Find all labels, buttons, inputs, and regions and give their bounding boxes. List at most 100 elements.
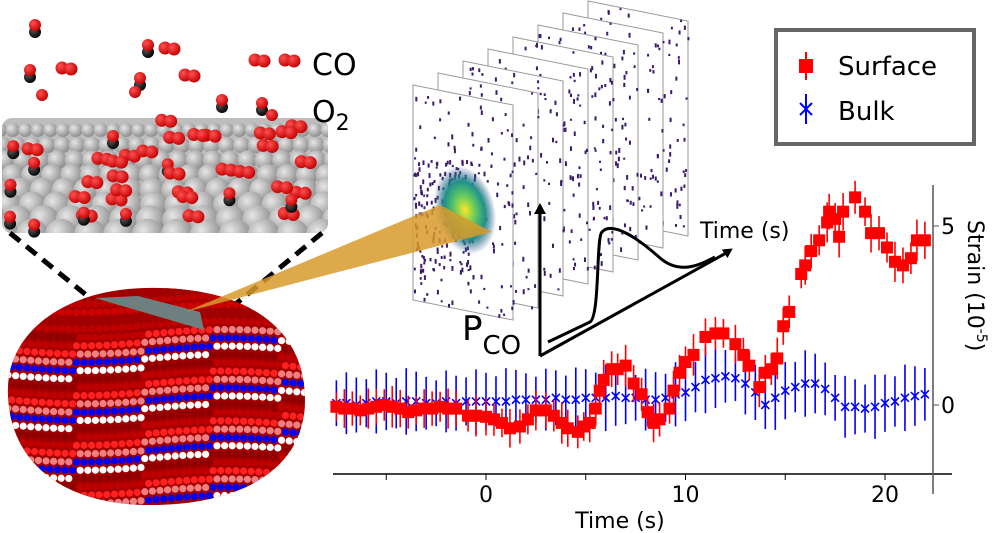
atom-dot	[50, 391, 58, 399]
atom-dot	[133, 389, 141, 397]
atom-dot	[103, 474, 111, 482]
data-point	[729, 338, 742, 351]
atom-dot	[133, 356, 141, 364]
atom-dot	[137, 380, 145, 389]
atom-dot	[7, 321, 12, 329]
atom-dot	[34, 473, 43, 481]
atom-dot	[281, 295, 289, 303]
atom-dot	[224, 384, 232, 392]
atom-dot	[76, 367, 84, 375]
atom-dot	[88, 391, 96, 400]
atom-dot	[152, 379, 160, 387]
metal-atom	[337, 178, 361, 202]
o2-molecule	[271, 180, 294, 195]
atom-dot	[15, 479, 23, 488]
atom-dot	[304, 430, 306, 438]
atom-dot	[42, 324, 50, 332]
atom-dot	[76, 416, 84, 425]
metal-atom	[237, 150, 257, 170]
atom-dot	[285, 304, 293, 312]
atom-dot	[126, 340, 134, 348]
atom-dot	[300, 388, 306, 397]
atom-dot	[232, 334, 240, 342]
atom-dot	[42, 424, 50, 432]
atom-dot	[15, 380, 23, 388]
atom-dot	[7, 338, 12, 346]
atom-dot	[300, 372, 306, 380]
atom-dot	[34, 407, 43, 415]
data-point	[667, 384, 680, 397]
atom-dot	[297, 313, 305, 321]
atom-dot	[183, 426, 191, 435]
atom-dot	[23, 298, 31, 306]
atom-dot	[57, 408, 65, 416]
atom-dot	[183, 493, 191, 501]
atom-dot	[209, 317, 217, 325]
atom-dot	[133, 488, 141, 497]
atom-dot	[99, 449, 107, 457]
atom-dot	[72, 375, 80, 383]
atom-dot	[300, 289, 306, 297]
atom-dot	[171, 452, 179, 460]
atom-dot	[50, 490, 58, 499]
data-point	[920, 389, 930, 399]
atom-dot	[61, 499, 69, 505]
atom-dot	[114, 465, 122, 473]
metal-atom	[277, 136, 295, 154]
data-point	[850, 402, 860, 412]
atom-dot	[148, 354, 156, 362]
atom-dot	[255, 368, 263, 376]
atom-dot	[164, 403, 172, 411]
atom-dot	[148, 338, 156, 346]
atom-dot	[164, 320, 172, 328]
atom-dot	[251, 476, 259, 484]
atom-dot	[30, 431, 39, 439]
atom-dot	[259, 443, 267, 451]
atom-dot	[251, 442, 259, 451]
atom-dot	[126, 456, 134, 464]
atom-dot	[27, 290, 35, 298]
atom-dot	[84, 466, 92, 474]
atom-dot	[194, 287, 202, 293]
atom-dot	[53, 499, 62, 505]
atom-dot	[255, 484, 263, 492]
atom-dot	[133, 422, 141, 430]
data-point	[619, 359, 632, 372]
atom-dot	[164, 336, 172, 344]
atom-dot	[50, 474, 58, 482]
atom-dot	[186, 351, 194, 359]
atom-dot	[240, 367, 248, 376]
atom-dot	[137, 430, 145, 438]
atom-dot	[38, 348, 46, 357]
data-point	[720, 371, 730, 381]
atom-dot	[103, 341, 111, 349]
atom-dot	[209, 334, 217, 342]
data-point	[760, 400, 770, 410]
metal-atom	[232, 123, 247, 137]
metal-atom	[359, 178, 383, 202]
atom-dot	[285, 387, 293, 395]
atom-dot	[156, 370, 164, 378]
data-point	[859, 205, 872, 218]
atom-dot	[221, 325, 229, 334]
atom-dot	[8, 313, 16, 321]
metal-atom	[119, 123, 133, 137]
atom-dot	[129, 431, 137, 439]
atom-dot	[171, 435, 179, 443]
o2-molecule	[21, 142, 44, 157]
atom-dot	[107, 383, 115, 391]
atom-dot	[281, 478, 289, 486]
atom-dot	[186, 401, 194, 409]
atom-dot	[156, 470, 164, 478]
o2-molecule	[253, 126, 276, 141]
data-point	[849, 191, 862, 204]
atom-dot	[266, 327, 274, 335]
atom-dot	[34, 440, 43, 448]
atom-dot	[126, 472, 134, 481]
atom-dot	[205, 342, 213, 350]
atom-dot	[164, 436, 172, 444]
atom-dot	[274, 494, 282, 502]
atom-dot	[175, 444, 183, 452]
atom-dot	[23, 430, 31, 439]
atom-dot	[80, 408, 88, 416]
